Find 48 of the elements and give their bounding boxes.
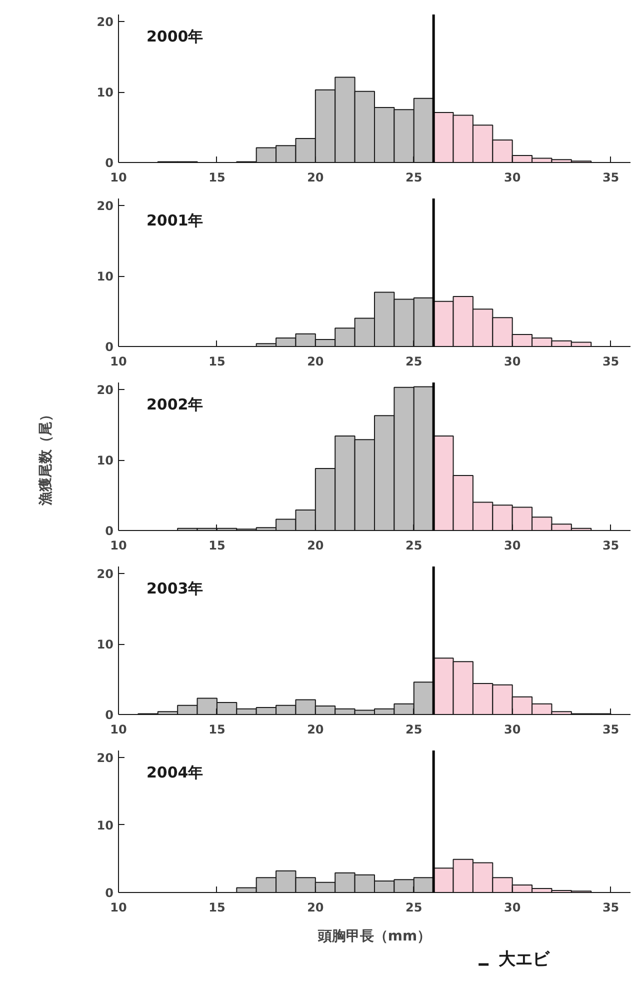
y-tick-label: 0: [105, 340, 114, 354]
x-tick-label: 25: [406, 538, 422, 552]
y-tick-label: 20: [96, 750, 114, 765]
x-tick-label: 25: [406, 722, 422, 736]
y-tick-label: 10: [96, 86, 114, 100]
y-tick-label: 20: [96, 383, 114, 398]
x-tick-label: 20: [307, 538, 324, 552]
x-tick-label: 30: [504, 354, 521, 368]
x-tick-label: 30: [504, 722, 521, 736]
text: 2001年: [146, 212, 204, 230]
text: 2000年: [146, 28, 204, 46]
x-tick-label: 35: [602, 722, 620, 736]
x-tick-label: 15: [208, 354, 226, 368]
text: 2003年: [146, 580, 204, 598]
x-tick-label: 25: [406, 170, 422, 184]
x-tick-label: 15: [208, 722, 226, 736]
x-tick-label: 25: [406, 354, 422, 368]
x-axis-title: 頭胸甲長（mm）: [316, 928, 432, 944]
text: 2004年: [146, 764, 204, 782]
x-tick-label: 35: [602, 538, 620, 552]
y-axis-title: 漁獲尾数（尾）: [38, 408, 54, 506]
y-tick-label: 0: [105, 708, 114, 722]
x-tick-label: 30: [504, 170, 521, 184]
x-tick-label: 30: [504, 538, 521, 552]
y-tick-label: 20: [96, 199, 114, 214]
y-tick-label: 10: [96, 818, 114, 832]
x-tick-label: 25: [406, 900, 422, 914]
y-tick-label: 0: [105, 886, 114, 900]
ref-line-label: 大エビ: [498, 950, 551, 970]
x-tick-label: 20: [307, 900, 324, 914]
y-tick-label: 10: [96, 638, 114, 652]
y-tick-label: 10: [96, 454, 114, 468]
x-tick-label: 35: [602, 170, 620, 184]
x-tick-label: 35: [602, 900, 620, 914]
x-tick-label: 15: [208, 538, 226, 552]
x-tick-label: 35: [602, 354, 620, 368]
y-tick-label: 20: [96, 567, 114, 582]
x-tick-label: 20: [307, 722, 324, 736]
x-tick-label: 20: [307, 354, 324, 368]
x-tick-label: 20: [307, 170, 324, 184]
y-tick-label: 0: [105, 156, 114, 170]
y-tick-label: 10: [96, 270, 114, 284]
text: 2002年: [146, 396, 204, 414]
y-tick-label: 20: [96, 15, 114, 30]
x-tick-label: 15: [208, 900, 226, 914]
x-tick-label: 15: [208, 170, 226, 184]
y-tick-label: 0: [105, 524, 114, 538]
x-tick-label: 30: [504, 900, 521, 914]
